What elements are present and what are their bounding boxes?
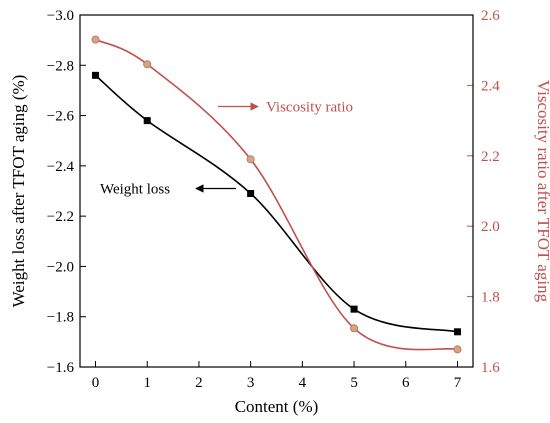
- weight-loss-point: [350, 305, 358, 313]
- x-tick-label: 5: [350, 375, 358, 391]
- series-line-0: [94, 74, 458, 333]
- weight-loss-annotation: Weight loss: [100, 181, 170, 197]
- left-y-axis-label: Weight loss after TFOT aging (%): [9, 75, 28, 308]
- right-y-tick-label: 2.4: [481, 78, 500, 94]
- weight-loss-point: [247, 190, 255, 198]
- left-y-tick-label: −3.0: [47, 8, 74, 24]
- x-tick-label: 1: [143, 375, 151, 391]
- right-y-tick-label: 1.8: [481, 290, 500, 306]
- viscosity-ratio-point: [91, 35, 100, 44]
- x-tick-label: 3: [247, 375, 255, 391]
- viscosity-ratio-point: [246, 155, 255, 164]
- viscosity-ratio-annotation: Viscosity ratio: [266, 100, 353, 116]
- right-y-tick-label: 2.2: [481, 149, 500, 165]
- left-y-tick-label: −1.6: [47, 360, 75, 376]
- left-y-tick-label: −2.4: [47, 159, 75, 175]
- weight-loss-point: [92, 71, 100, 79]
- weight-loss-point: [453, 328, 461, 336]
- x-tick-label: 0: [92, 375, 100, 391]
- left-y-tick-label: −2.2: [47, 209, 74, 225]
- right-y-axis-label: Viscosity ratio after TFOT aging: [534, 80, 550, 303]
- right-y-tick-label: 2.0: [481, 219, 500, 235]
- right-y-tick-label: 2.6: [481, 8, 500, 24]
- weight-loss-point: [143, 117, 151, 125]
- series-layer: [91, 35, 462, 354]
- viscosity-ratio-point: [350, 324, 359, 333]
- plot-frame: [79, 14, 474, 368]
- x-tick-label: 2: [195, 375, 203, 391]
- tick-layer: 0 1 2 3 4 5 6 7 −3.0 −2.8 −2.6 −2.4 −2.2 −2.0 −1.8 −1.6…: [47, 8, 500, 391]
- x-tick-label: 7: [454, 375, 462, 391]
- left-y-tick-label: −2.8: [47, 58, 74, 74]
- left-y-tick-label: −1.8: [47, 310, 74, 326]
- annotation-layer: Weight loss Viscosity ratio: [100, 100, 353, 198]
- left-y-tick-label: −2.0: [47, 259, 74, 275]
- x-tick-label: 4: [299, 375, 307, 391]
- viscosity-ratio-point: [453, 345, 462, 354]
- right-y-tick-label: 1.6: [481, 360, 500, 376]
- left-y-tick-label: −2.6: [47, 109, 75, 125]
- x-axis-label: Content (%): [235, 397, 319, 416]
- x-tick-label: 6: [402, 375, 410, 391]
- viscosity-ratio-point: [143, 60, 152, 69]
